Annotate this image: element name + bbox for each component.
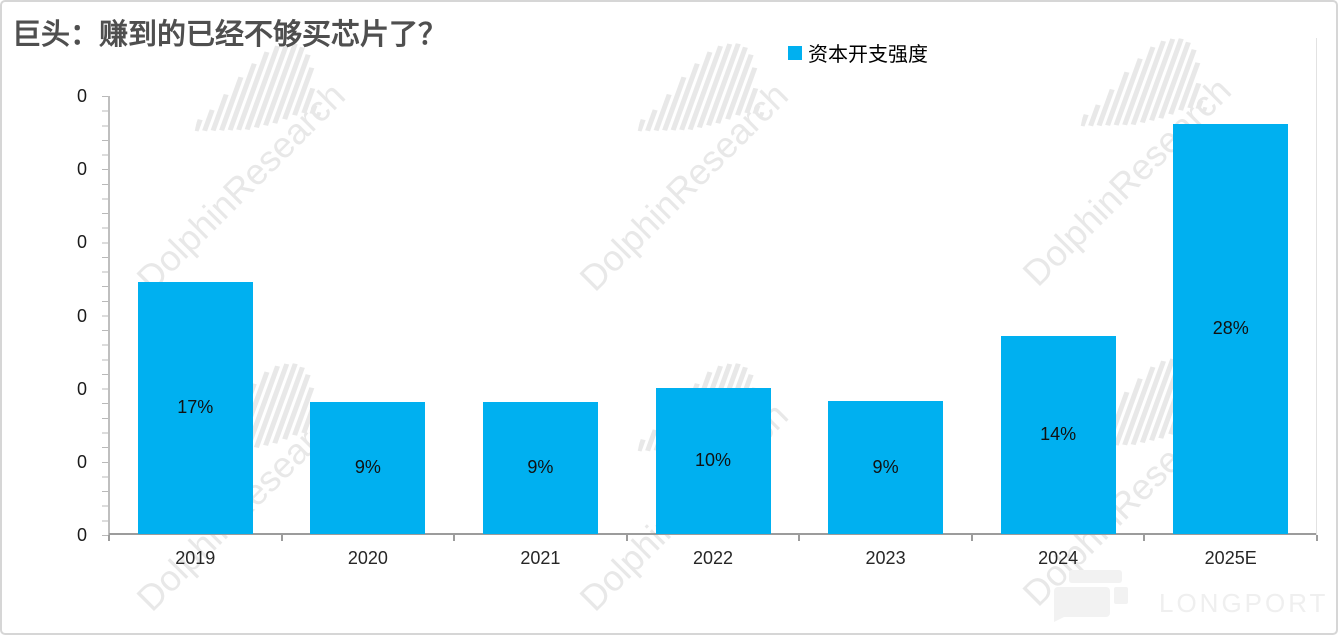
x-axis-tick — [1316, 535, 1318, 541]
x-axis-tick — [970, 535, 973, 541]
y-axis-tick-label: 0 — [76, 378, 87, 399]
bar-2025E: 28% — [1173, 124, 1289, 534]
longport-logo-icon — [1052, 568, 1130, 627]
y-axis-tick-label: 0 — [76, 159, 87, 180]
x-axis-label-2023: 2023 — [865, 548, 906, 568]
bar-value-label: 10% — [694, 450, 732, 470]
chart-title: 巨头：赚到的已经不够买芯片了？ — [12, 19, 448, 51]
x-axis-line — [109, 533, 1317, 535]
bar-value-label: 9% — [354, 457, 381, 477]
legend-label: 资本开支强度 — [808, 44, 928, 66]
brand-logo: LONGPORT — [1052, 568, 1325, 627]
y-axis-tick-label: 0 — [76, 232, 87, 253]
bar-2019: 17% — [137, 282, 253, 534]
y-axis-minor-ticks — [102, 96, 108, 536]
y-axis-tick-label: 0 — [76, 525, 87, 545]
x-axis-tick — [453, 535, 456, 541]
x-axis-tick — [108, 535, 110, 541]
bar-2020: 9% — [310, 402, 426, 534]
bar-2023: 9% — [828, 401, 944, 534]
bar-value-label: 17% — [177, 397, 214, 417]
watermark-bars-icon — [635, 25, 790, 173]
y-axis-line — [108, 96, 110, 535]
legend-swatch — [788, 45, 802, 60]
bar-value-label: 9% — [872, 456, 899, 477]
x-axis-label-2022: 2022 — [692, 548, 734, 568]
y-axis-tick-label: 0 — [76, 451, 87, 472]
bar-value-label: 9% — [527, 457, 554, 477]
x-axis-label-2024: 2024 — [1038, 548, 1079, 568]
watermark-bars-icon — [1078, 20, 1233, 168]
y-axis-tick-label: 0 — [76, 86, 87, 106]
bar-2024: 14% — [1000, 336, 1116, 534]
x-axis-label-2020: 2020 — [347, 548, 388, 568]
legend: 资本开支强度 — [788, 38, 928, 67]
x-axis-label-2025E: 2025E — [1204, 548, 1257, 568]
x-axis-tick — [280, 535, 283, 541]
x-axis-tick — [798, 535, 801, 541]
bar-value-label: 14% — [1040, 424, 1077, 444]
bar-2021: 9% — [482, 402, 598, 534]
x-axis-tick — [625, 535, 628, 541]
plot-right-border — [1316, 38, 1317, 535]
watermark-bars-icon — [192, 25, 347, 173]
bar-value-label: 28% — [1212, 318, 1249, 338]
x-axis-label-2019: 2019 — [175, 548, 216, 568]
brand-logo-text: LONGPORT — [1159, 588, 1329, 618]
x-axis-label-2021: 2021 — [520, 548, 561, 568]
bar-2022: 10% — [655, 388, 771, 534]
y-axis-tick-label: 0 — [76, 305, 87, 326]
x-axis-tick — [1143, 535, 1146, 541]
